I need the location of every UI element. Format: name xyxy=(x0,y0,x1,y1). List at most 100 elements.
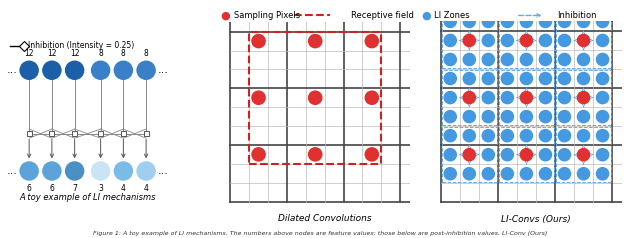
Circle shape xyxy=(482,129,495,142)
Circle shape xyxy=(91,60,110,80)
Circle shape xyxy=(540,34,552,47)
Circle shape xyxy=(596,110,609,123)
Text: 8: 8 xyxy=(99,49,103,58)
Circle shape xyxy=(482,110,495,123)
Text: 12: 12 xyxy=(47,49,56,58)
Circle shape xyxy=(520,129,532,142)
Circle shape xyxy=(136,60,156,80)
Circle shape xyxy=(596,72,609,85)
Text: 8: 8 xyxy=(144,49,148,58)
Circle shape xyxy=(577,129,589,142)
Bar xyxy=(98,131,103,136)
Bar xyxy=(144,131,148,136)
Circle shape xyxy=(463,91,476,104)
Circle shape xyxy=(114,161,133,181)
Circle shape xyxy=(540,168,552,180)
Text: Inhibition: Inhibition xyxy=(557,11,596,20)
Bar xyxy=(249,32,381,164)
Circle shape xyxy=(308,148,322,161)
Bar xyxy=(556,13,611,68)
Text: A toy example of LI mechanisms: A toy example of LI mechanisms xyxy=(19,193,156,202)
Circle shape xyxy=(558,72,571,85)
Circle shape xyxy=(501,91,513,104)
Circle shape xyxy=(577,53,589,66)
Circle shape xyxy=(252,148,265,161)
Text: ●: ● xyxy=(421,10,431,20)
Circle shape xyxy=(136,161,156,181)
Circle shape xyxy=(520,91,532,104)
Circle shape xyxy=(577,168,589,180)
Circle shape xyxy=(540,149,552,161)
Text: 6: 6 xyxy=(27,184,31,193)
Circle shape xyxy=(482,15,495,28)
Circle shape xyxy=(19,60,39,80)
Circle shape xyxy=(520,34,532,47)
Circle shape xyxy=(520,168,532,180)
Circle shape xyxy=(482,168,495,180)
Circle shape xyxy=(501,34,513,47)
Bar xyxy=(556,70,611,125)
Text: 4: 4 xyxy=(121,184,126,193)
Circle shape xyxy=(540,110,552,123)
Circle shape xyxy=(463,53,476,66)
Circle shape xyxy=(91,161,110,181)
Text: 6: 6 xyxy=(49,184,54,193)
Circle shape xyxy=(463,15,476,28)
Circle shape xyxy=(42,161,61,181)
Circle shape xyxy=(501,15,513,28)
Bar xyxy=(499,13,554,68)
Circle shape xyxy=(558,129,571,142)
Circle shape xyxy=(520,15,532,28)
Circle shape xyxy=(540,129,552,142)
Bar xyxy=(499,70,554,125)
Circle shape xyxy=(482,34,495,47)
Circle shape xyxy=(482,72,495,85)
Circle shape xyxy=(520,72,532,85)
Circle shape xyxy=(463,72,476,85)
Bar xyxy=(121,131,126,136)
Circle shape xyxy=(501,53,513,66)
Circle shape xyxy=(596,168,609,180)
Circle shape xyxy=(444,110,456,123)
Text: ●: ● xyxy=(221,10,230,20)
Circle shape xyxy=(444,34,456,47)
Circle shape xyxy=(520,53,532,66)
Circle shape xyxy=(482,91,495,104)
Bar xyxy=(27,131,31,136)
Circle shape xyxy=(444,72,456,85)
Circle shape xyxy=(482,53,495,66)
Text: Receptive field: Receptive field xyxy=(351,11,413,20)
Circle shape xyxy=(558,15,571,28)
Text: LI Zones: LI Zones xyxy=(434,11,470,20)
Text: 8: 8 xyxy=(121,49,125,58)
Text: LI-Convs (Ours): LI-Convs (Ours) xyxy=(501,215,571,224)
Text: 3: 3 xyxy=(98,184,103,193)
Circle shape xyxy=(540,91,552,104)
Circle shape xyxy=(596,34,609,47)
Circle shape xyxy=(577,91,589,104)
Circle shape xyxy=(596,129,609,142)
Circle shape xyxy=(577,149,589,161)
Text: ...: ... xyxy=(7,65,18,75)
Circle shape xyxy=(577,15,589,28)
Text: 4: 4 xyxy=(143,184,148,193)
Circle shape xyxy=(365,91,378,104)
Text: ...: ... xyxy=(157,166,168,176)
Circle shape xyxy=(463,149,476,161)
Circle shape xyxy=(444,168,456,180)
Circle shape xyxy=(540,15,552,28)
Circle shape xyxy=(114,60,133,80)
Circle shape xyxy=(444,149,456,161)
Circle shape xyxy=(596,53,609,66)
Text: Figure 1: A toy example of LI mechanisms. The numbers above nodes are feature va: Figure 1: A toy example of LI mechanisms… xyxy=(93,231,547,236)
Circle shape xyxy=(65,161,84,181)
Bar xyxy=(499,127,554,182)
Circle shape xyxy=(463,110,476,123)
Bar xyxy=(442,127,497,182)
Circle shape xyxy=(308,35,322,48)
Circle shape xyxy=(540,53,552,66)
Circle shape xyxy=(596,15,609,28)
Circle shape xyxy=(444,15,456,28)
Circle shape xyxy=(577,34,589,47)
Circle shape xyxy=(444,91,456,104)
